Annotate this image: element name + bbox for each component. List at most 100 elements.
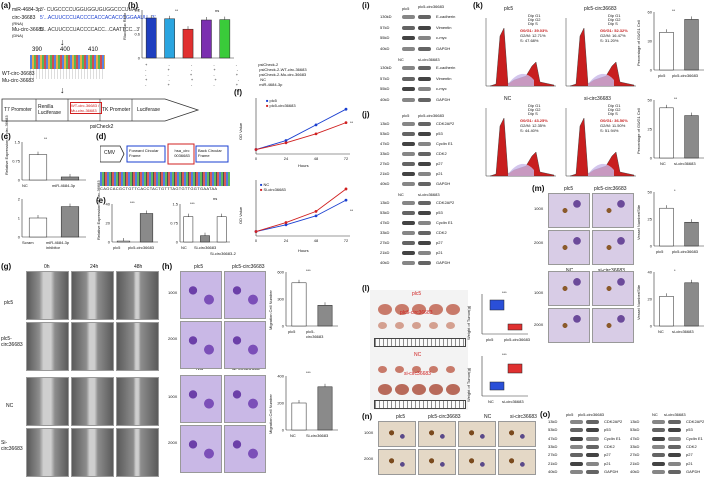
tick-e-left-1: 20 [106, 221, 111, 226]
m-mag-100-bottom: 100X [534, 290, 544, 295]
tick-b-2: 1.2 [134, 8, 140, 13]
chart-f-xlabel-bottom: Hours [298, 248, 309, 253]
blot-band [570, 428, 583, 433]
bar-c-top-0 [28, 154, 48, 181]
blot-band [402, 221, 415, 225]
n-col-si: si-circ36683 [510, 414, 537, 420]
bar-k-top-0 [659, 32, 674, 71]
chart-k-top-cat-1: plc5 [658, 73, 666, 78]
flow-legend: Dip G1 Dip G2 Dip S [608, 13, 621, 26]
o-header-nc: NC [652, 412, 658, 417]
point-f-bottom-1-2 [314, 209, 318, 213]
plasmid-construct [1, 98, 200, 122]
construct-t7: T7 Promoter [4, 107, 32, 113]
bar-m-bottom-1 [684, 282, 699, 327]
o-header-si: si-circ36683 [664, 412, 686, 417]
blot-band [402, 182, 415, 186]
wound-grid-tile [26, 377, 69, 426]
j-header-plc5: plc5 [402, 113, 410, 118]
panel-c-label: (c) [1, 132, 11, 141]
flow-plot: plc5 G0/G1: 39.03% G2/M: 12.71% S: 47.68% Di… [480, 6, 558, 92]
tick-h-top-1: 300 [277, 297, 284, 302]
blot-o-right: 13kD CDK2AP2 53kD p53 47kD Cyclin E1 33kD CDK2 2… [630, 418, 708, 476]
tick-c-top-1: 0.75 [12, 159, 21, 164]
blot-band [402, 162, 415, 166]
blot-kda: 13kD [380, 121, 390, 126]
panel-k-label: (k) [473, 1, 483, 10]
chart-l-bottom-cat-1: NC [488, 399, 494, 404]
blot-band [570, 445, 583, 449]
j-header-nc: NC [398, 192, 404, 197]
i-header-plc5circ: plc5-circ36683 [418, 4, 445, 9]
bar-e-right-0 [183, 216, 194, 243]
chart-h-sig-bottom: *** [306, 370, 311, 375]
g-row-plc5: plc5 [4, 300, 14, 306]
blot-protein: c-myc [436, 86, 447, 92]
flow-histogram [565, 108, 636, 177]
box-plc5circ [507, 323, 523, 331]
chart-k-bottom-cat-1: NC [660, 161, 666, 166]
ruler-scale [374, 400, 466, 409]
h-col-si: Si-circ36683 [232, 366, 260, 372]
l-group-plc5circ: plc5-circ36683 [400, 310, 433, 316]
blot-band [418, 211, 431, 215]
chart-k-sig-bottom: ** [674, 96, 678, 101]
xtick-f-bottom-0: 0 [255, 238, 258, 243]
wound-grid-tile [26, 322, 69, 371]
tumor-specimen [446, 322, 456, 330]
blot-band [402, 261, 415, 265]
chart-l-bottom [481, 356, 528, 397]
blot-band [418, 132, 431, 136]
flow-title: NC [504, 96, 512, 102]
tick-h-bottom-0: 0 [282, 428, 285, 433]
bar-b-3 [201, 19, 212, 59]
chart-l-ylabel-bottom: Weight of Tumor(g) [466, 367, 471, 402]
blot-band [586, 453, 599, 458]
blot-band [668, 420, 681, 425]
wound-grid-tile [116, 428, 159, 477]
blot-band [570, 469, 583, 474]
blot-protein: Cyclin E1 [604, 435, 621, 441]
panel-j-label: (j) [362, 110, 370, 119]
blot-protein: CDK2AP2 [436, 121, 455, 126]
ihc-n-grid-tile [498, 449, 536, 475]
line-f-top-1 [255, 122, 347, 150]
g-row-nc: NC [6, 403, 14, 409]
blot-band [668, 453, 681, 458]
chart-c-top: 0 0.75 1.5 [12, 140, 86, 183]
blot-protein: p21 [604, 460, 611, 466]
ihc-n-grid-tile [378, 449, 416, 475]
blot-i-bottom: 130kD E-cadherin 57kD Vimentin 55kD c-myc 40kD… [380, 63, 470, 105]
xtick-f-top-0: 0 [255, 156, 258, 161]
tick-b-0: 0 [138, 56, 141, 61]
blot-band [570, 453, 583, 458]
wound-grid-tile [71, 322, 114, 371]
tick-m-top-0: 0 [650, 244, 653, 249]
flow-cytometry-area: plc5 G0/G1: 39.03% G2/M: 12.71% S: 47.68% Di… [480, 6, 638, 182]
tick-k-top-2: 60 [648, 10, 653, 15]
bar-m-top-0 [659, 207, 674, 247]
rna-label: (RNA) [12, 21, 24, 26]
blot-band [418, 162, 431, 166]
blot-band [652, 420, 665, 425]
construct-luciferase: Luciferase [137, 107, 161, 113]
point-f-bottom-1-0 [254, 230, 258, 233]
point-f-top-1-0 [254, 148, 258, 151]
tick-c-bottom-2: 2 [18, 197, 21, 202]
bar-b-0 [145, 17, 157, 59]
flow-s-phase [588, 163, 614, 176]
blot-band [586, 469, 599, 474]
wt-label: circ-36683 [12, 15, 36, 21]
panel-b-label: (b) [128, 1, 139, 10]
h-mag-100-bottom: 100X [168, 394, 178, 399]
point-f-bottom-1-3 [344, 187, 348, 191]
vector-forward: Forward Circular Frame [129, 148, 159, 158]
blot-kda: 47kD [630, 435, 640, 441]
wound-healing-grid [26, 271, 160, 477]
flow-histogram [565, 18, 636, 87]
blot-protein: p53 [436, 210, 443, 215]
line-f-bottom-0 [255, 199, 347, 232]
blot-band [418, 261, 431, 265]
flow-histogram [485, 18, 556, 87]
bar-e-right-1 [200, 235, 210, 243]
